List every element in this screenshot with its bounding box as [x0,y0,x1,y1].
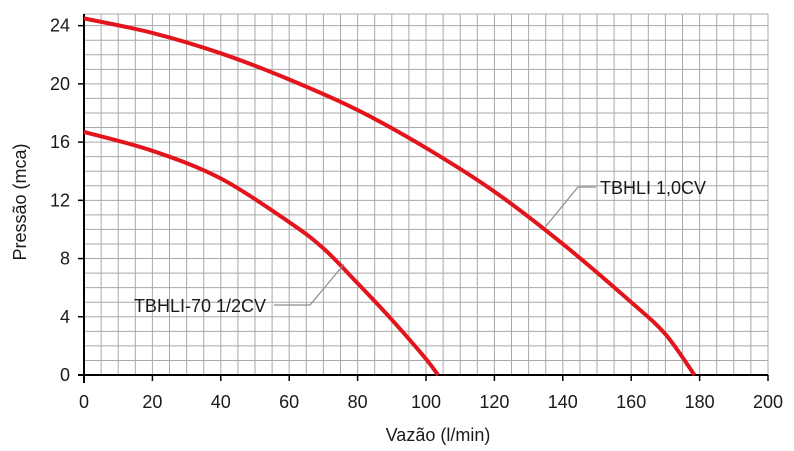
annotation-label-1: TBHLI 1,0CV [600,178,706,198]
y-tick-label: 24 [50,16,70,36]
y-tick-label: 20 [50,74,70,94]
series-layer [83,16,697,377]
y-tick-label: 4 [60,307,70,327]
y-tick-label: 0 [60,365,70,385]
x-tick-label: 20 [142,392,162,412]
annotation-leader-2 [274,263,345,306]
x-tick-label: 40 [211,392,231,412]
y-tick-label: 16 [50,132,70,152]
x-tick-label: 160 [616,392,646,412]
x-tick-label: 0 [79,392,89,412]
x-tick-label: 100 [411,392,441,412]
x-tick-label: 140 [548,392,578,412]
x-tick-label: 120 [479,392,509,412]
y-tick-label: 12 [50,190,70,210]
series-line-2 [83,129,440,377]
series-line-1 [83,16,697,377]
x-axis-title: Vazão (l/min) [386,425,491,445]
annotation-leader-1 [545,186,596,227]
axes: 0 20 40 60 80 100 120 140 160 180 200 0 4 8 12 16 20 24 [50,14,783,412]
x-tick-label: 80 [348,392,368,412]
x-tick-label: 200 [753,392,783,412]
x-tick-label: 180 [685,392,715,412]
annotation-label-2: TBHLI-70 1/2CV [134,296,266,316]
y-tick-label: 8 [60,249,70,269]
annotations: TBHLI 1,0CV TBHLI-70 1/2CV [134,178,706,316]
y-axis-title: Pressão (mca) [10,143,30,260]
x-tick-label: 60 [279,392,299,412]
